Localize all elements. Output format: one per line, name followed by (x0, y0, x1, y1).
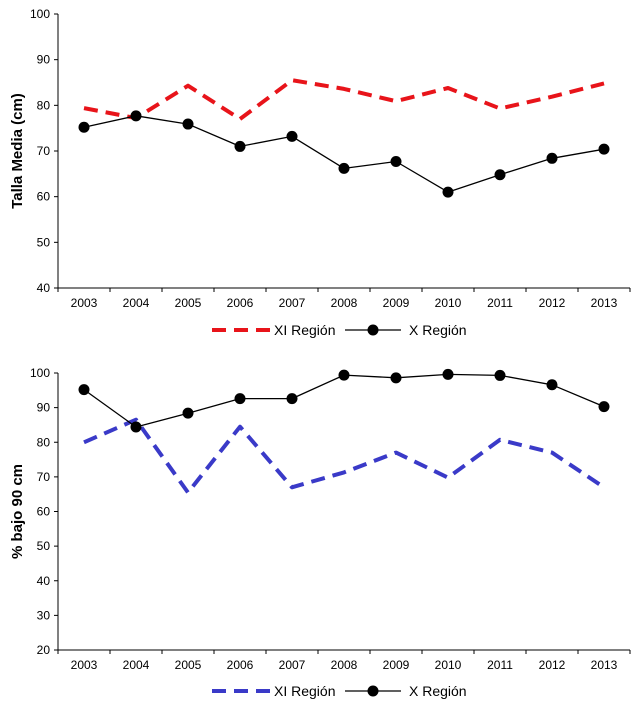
x-tick-label: 2008 (331, 658, 358, 672)
data-point (442, 368, 454, 380)
y-tick-label: 80 (37, 435, 51, 449)
x-tick-label: 2012 (539, 296, 566, 310)
legend-marker-x-region (367, 324, 379, 336)
y-tick-label: 60 (37, 505, 51, 519)
y-tick-label: 30 (37, 608, 51, 622)
x-tick-label: 2003 (71, 658, 98, 672)
x-tick-label: 2007 (279, 658, 306, 672)
x-tick-label: 2004 (123, 296, 150, 310)
data-point (494, 369, 506, 381)
series-line-x-region (83, 115, 605, 193)
series-line-x-region (83, 373, 605, 428)
series-line-xi-region (83, 78, 605, 121)
y-tick-label: 100 (30, 366, 50, 380)
legend-marker-x-region (367, 685, 379, 697)
data-point (598, 143, 610, 155)
x-tick-label: 2010 (435, 658, 462, 672)
data-point (182, 118, 194, 130)
y-tick-label: 70 (37, 470, 51, 484)
x-tick-label: 2009 (383, 658, 410, 672)
y-tick-label: 90 (37, 401, 51, 415)
x-tick-label: 2011 (487, 658, 513, 672)
x-tick-label: 2008 (331, 296, 358, 310)
x-tick-label: 2010 (435, 296, 462, 310)
x-tick-label: 2007 (279, 296, 306, 310)
data-point (390, 156, 402, 168)
data-point (130, 421, 142, 433)
data-point (78, 384, 90, 396)
x-tick-label: 2005 (175, 658, 202, 672)
legend-label-xi-region: XI Región (274, 683, 335, 699)
panel-porcentaje-bajo-90: 20 30 40 50 60 70 80 90 100 2003 2004 2005 2006 2007 2… (9, 366, 631, 699)
y-tick-label: 70 (37, 144, 51, 158)
legend-label-xi-region: XI Región (274, 322, 335, 338)
y-tick-label: 60 (37, 190, 51, 204)
legend-label-x-region: X Región (409, 683, 467, 699)
panel-talla-media: 40 50 60 70 80 90 100 2003 2004 2005 2006 2007 2008 2… (9, 7, 631, 338)
y-tick-label: 50 (37, 235, 51, 249)
y-tick-label: 40 (37, 281, 51, 295)
y-tick-label: 90 (37, 53, 51, 67)
data-point (338, 162, 350, 174)
data-point (182, 407, 194, 419)
x-tick-label: 2005 (175, 296, 202, 310)
y-tick-label: 50 (37, 539, 51, 553)
data-point (494, 169, 506, 181)
data-point (234, 140, 246, 152)
data-point (546, 152, 558, 164)
x-tick-label: 2011 (487, 296, 513, 310)
data-point (546, 379, 558, 391)
x-tick-label: 2003 (71, 296, 98, 310)
series-line-xi-region (83, 417, 606, 495)
data-point (338, 369, 350, 381)
x-tick-label: 2006 (227, 658, 254, 672)
y-axis-label: Talla Media (cm) (9, 93, 26, 209)
legend-label-x-region: X Región (409, 322, 467, 338)
x-tick-label: 2009 (383, 296, 410, 310)
y-tick-label: 80 (37, 98, 51, 112)
x-tick-label: 2012 (539, 658, 566, 672)
x-tick-label: 2006 (227, 296, 254, 310)
data-point (598, 401, 610, 413)
y-axis-label: % bajo 90 cm (9, 464, 26, 559)
data-point (130, 110, 142, 122)
data-point (234, 393, 246, 405)
x-tick-label: 2013 (591, 658, 618, 672)
y-tick-label: 100 (30, 7, 50, 21)
x-tick-label: 2013 (591, 296, 618, 310)
data-point (78, 121, 90, 133)
data-point (442, 186, 454, 198)
y-tick-label: 20 (37, 643, 51, 657)
data-point (390, 372, 402, 384)
data-point (286, 130, 298, 142)
x-tick-label: 2004 (123, 658, 150, 672)
data-point (286, 393, 298, 405)
y-tick-label: 40 (37, 574, 51, 588)
